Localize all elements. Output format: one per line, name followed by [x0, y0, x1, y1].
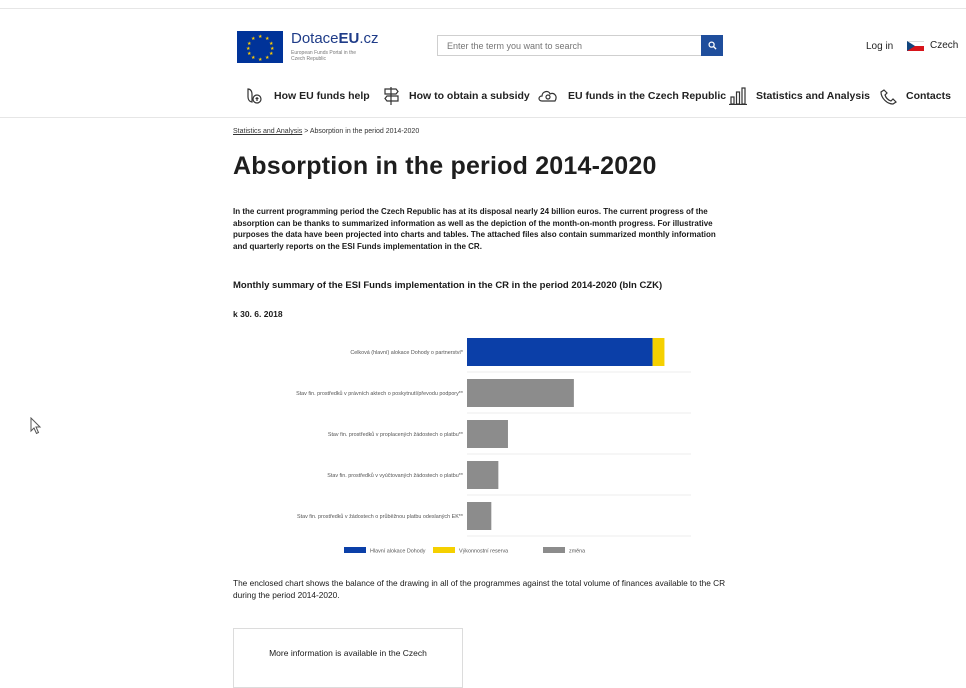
- nav-item-eu-funds-in-cr[interactable]: EU funds in the Czech Republic: [537, 84, 726, 108]
- legend-label: změna: [569, 549, 585, 555]
- nav-item-how-eu-funds-help[interactable]: How EU funds help: [245, 84, 370, 108]
- more-info-box: More information is available in the Cze…: [233, 628, 463, 688]
- more-info-text: More information is available in the Cze…: [269, 648, 427, 658]
- legend-label: Výkonnostní reserva: [459, 549, 508, 555]
- legend-label: Hlavní alokace Dohody: [370, 549, 426, 555]
- search-input[interactable]: [438, 36, 705, 56]
- cloud-eye-icon: [538, 90, 557, 102]
- site-logo[interactable]: ★ ★ ★ ★ ★ ★ ★ ★ ★ ★ ★ ★ DotaceEU.cz Euro…: [237, 31, 379, 63]
- language-switch[interactable]: Czech: [907, 40, 958, 51]
- chart-category-label: Stav fin. prostředků v žádostech o průbě…: [297, 513, 464, 520]
- phone-icon: [880, 88, 897, 105]
- chart-bar: [467, 379, 574, 407]
- absorption-bar-chart: Celková (hlavní) alokace Dohody o partne…: [296, 338, 691, 555]
- chart-bar: [467, 338, 653, 366]
- search-box: [437, 35, 723, 56]
- legend-swatch: [433, 547, 455, 553]
- chart-bar: [652, 338, 665, 366]
- breadcrumb-link-statistics[interactable]: Statistics and Analysis: [233, 128, 303, 135]
- nav-item-statistics-and-analysis[interactable]: Statistics and Analysis: [729, 84, 870, 108]
- chart-category-label: Celková (hlavní) alokace Dohody o partne…: [350, 350, 464, 356]
- chart-bar: [467, 502, 492, 530]
- czech-flag-icon: [907, 40, 924, 51]
- main-navigation: How EU funds help How to obtain a subsid…: [0, 84, 966, 108]
- reference-date: k 30. 6. 2018: [233, 309, 283, 319]
- bar-chart-icon: [729, 87, 747, 105]
- breadcrumb: Statistics and Analysis > Absorption in …: [233, 128, 420, 135]
- legend-swatch: [543, 547, 565, 553]
- signpost-icon: [384, 87, 399, 105]
- chart-section-heading: Monthly summary of the ESI Funds impleme…: [233, 280, 663, 291]
- mouse-cursor-icon: [30, 417, 42, 435]
- chart-category-label: Stav fin. prostředků v právních aktech o…: [296, 390, 464, 397]
- search-icon: [707, 41, 717, 50]
- nav-divider: [0, 117, 966, 118]
- page-title: Absorption in the period 2014-2020: [233, 152, 657, 180]
- chart-category-label: Stav fin. prostředků v vyúčtovaných žádo…: [327, 472, 464, 479]
- legend-swatch: [344, 547, 366, 553]
- hand-coin-icon: [247, 88, 262, 104]
- nav-item-contacts[interactable]: Contacts: [880, 84, 951, 108]
- eu-flag-icon: ★ ★ ★ ★ ★ ★ ★ ★ ★ ★ ★ ★: [237, 31, 283, 63]
- chart-bar: [467, 461, 499, 489]
- chart-description: The enclosed chart shows the balance of …: [233, 578, 726, 600]
- language-label: Czech: [930, 40, 959, 51]
- intro-paragraph: In the current programming period the Cz…: [233, 207, 716, 251]
- login-link[interactable]: Log in: [866, 41, 894, 52]
- logo-title: DotaceEU.cz: [291, 30, 379, 47]
- breadcrumb-current: Absorption in the period 2014-2020: [309, 128, 420, 135]
- chart-category-label: Stav fin. prostředků v proplacených žádo…: [328, 431, 464, 438]
- nav-item-how-to-obtain-subsidy[interactable]: How to obtain a subsidy: [383, 84, 530, 108]
- logo-subtitle: European Funds Portal in the Czech Repub…: [291, 50, 357, 62]
- search-button[interactable]: [701, 35, 723, 56]
- chart-bar: [467, 420, 508, 448]
- top-divider: [0, 8, 966, 9]
